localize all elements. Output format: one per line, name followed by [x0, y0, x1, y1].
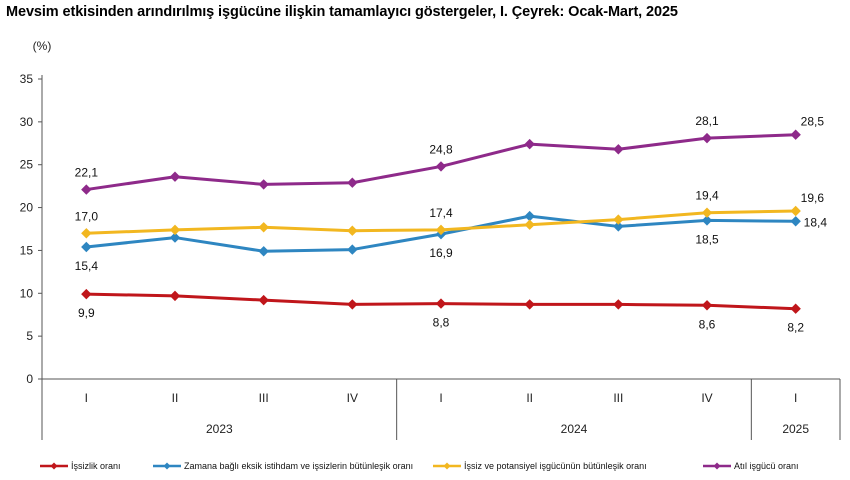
data-point — [790, 216, 801, 227]
legend-item: Zamana bağlı eksik istihdam ve işsizleri… — [153, 461, 413, 471]
data-point — [790, 129, 801, 140]
data-label: 8,2 — [787, 321, 804, 335]
data-point — [524, 138, 535, 150]
legend-label: Atıl işgücü oranı — [734, 461, 799, 471]
data-label: 17,0 — [75, 209, 99, 223]
y-tick-label: 35 — [20, 72, 34, 86]
y-tick-label: 10 — [20, 286, 34, 300]
legend-swatch-marker — [50, 462, 58, 470]
data-point — [347, 244, 358, 255]
data-label: 9,9 — [78, 306, 95, 320]
y-tick-label: 15 — [20, 243, 34, 257]
series-3: 17,0 17,4 19,4 19,6 — [75, 189, 825, 239]
series-2: 15,4 16,9 18,5 18,4 — [75, 210, 828, 273]
year-label: 2024 — [561, 422, 588, 436]
data-point — [790, 303, 801, 314]
data-label: 18,4 — [804, 215, 828, 229]
data-point — [790, 205, 801, 217]
y-tick-label: 30 — [20, 115, 34, 129]
data-point — [613, 299, 624, 310]
data-point — [347, 177, 358, 188]
legend-label: İşsiz ve potansiyel işgücünün bütünleşik… — [464, 461, 647, 471]
legend-item: İşsiz ve potansiyel işgücünün bütünleşik… — [433, 461, 647, 471]
legend-item: İşsizlik oranı — [40, 461, 121, 471]
data-point — [81, 184, 92, 195]
x-tick-label: II — [526, 391, 533, 405]
data-point — [613, 214, 624, 225]
x-tick-label: I — [439, 391, 442, 405]
data-label: 15,4 — [75, 259, 99, 273]
x-tick-label: II — [172, 391, 179, 405]
data-label: 24,8 — [429, 142, 453, 156]
series-1: 9,9 8,8 8,6 8,2 — [78, 288, 804, 335]
chart-title: Mevsim etkisinden arındırılmış işgücüne … — [6, 4, 678, 20]
data-point — [81, 241, 92, 253]
data-label: 8,8 — [433, 316, 450, 330]
data-point — [701, 300, 713, 311]
data-point — [347, 225, 358, 236]
legend-swatch-marker — [443, 462, 451, 470]
data-point — [81, 228, 92, 239]
year-label: 2023 — [206, 422, 233, 436]
data-label: 18,5 — [695, 232, 719, 246]
x-tick-label: I — [794, 391, 797, 405]
y-tick-label: 20 — [20, 201, 34, 215]
data-label: 8,6 — [699, 317, 716, 331]
data-point — [258, 246, 269, 257]
data-point — [258, 294, 269, 306]
legend-swatch-marker — [713, 462, 721, 470]
data-label: 19,6 — [801, 191, 825, 205]
data-point — [258, 179, 269, 190]
data-label: 17,4 — [429, 206, 453, 220]
x-tick-label: I — [85, 391, 88, 405]
data-label: 28,5 — [801, 115, 825, 129]
data-point — [347, 299, 358, 310]
data-point — [435, 161, 447, 172]
legend-label: İşsizlik oranı — [71, 461, 121, 471]
data-point — [524, 210, 535, 222]
x-tick-label: IV — [347, 391, 358, 405]
series-group: 9,9 8,8 8,6 8,2 15,4 16,9 18,5 18,4 17,0 17,4 19,4… — [75, 114, 828, 335]
data-point — [701, 207, 713, 218]
data-point — [435, 224, 447, 236]
x-tick-label: IV — [701, 391, 712, 405]
data-label: 22,1 — [75, 166, 99, 180]
y-tick-label: 25 — [20, 158, 34, 172]
data-point — [169, 171, 181, 182]
x-tick-label: III — [259, 391, 269, 405]
data-label: 16,9 — [429, 246, 453, 260]
data-point — [701, 215, 713, 226]
data-label: 19,4 — [695, 189, 719, 203]
y-tick-label: 5 — [26, 329, 33, 343]
data-point — [258, 222, 269, 233]
data-point — [701, 132, 713, 144]
year-label: 2025 — [782, 422, 809, 436]
legend-item: Atıl işgücü oranı — [703, 461, 799, 471]
y-tick-label: 0 — [26, 372, 33, 386]
legend-swatch-marker — [163, 462, 171, 470]
data-label: 28,1 — [695, 114, 719, 128]
data-point — [524, 299, 535, 310]
series-4: 22,1 24,8 28,1 28,5 — [75, 114, 825, 195]
legend-label: Zamana bağlı eksik istihdam ve işsizleri… — [184, 461, 413, 471]
y-axis: (%) 0 5 10 15 20 25 30 35 — [20, 39, 52, 386]
legend: İşsizlik oranı Zamana bağlı eksik istihda… — [40, 461, 799, 471]
data-point — [524, 219, 535, 230]
data-point — [169, 232, 181, 243]
data-point — [81, 288, 92, 300]
data-point — [613, 144, 624, 155]
data-point — [613, 221, 624, 232]
y-axis-unit-label: (%) — [33, 39, 52, 53]
data-point — [169, 290, 181, 302]
data-point — [435, 298, 447, 309]
data-point — [169, 224, 181, 236]
x-tick-label: III — [613, 391, 623, 405]
